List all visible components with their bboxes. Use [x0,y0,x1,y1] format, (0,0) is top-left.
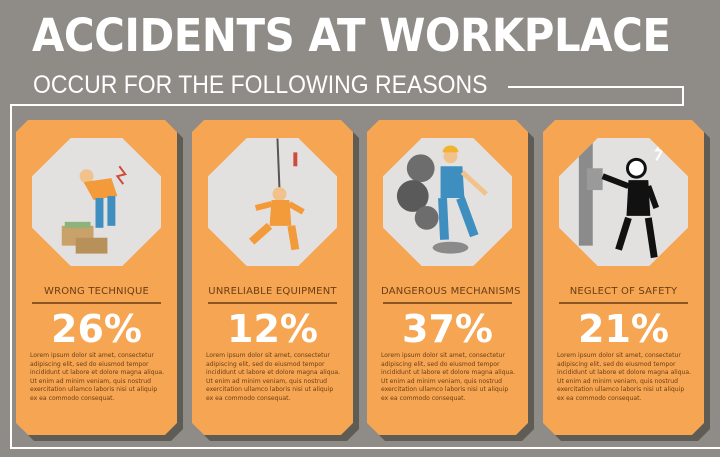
frame-line [10,104,12,449]
frame-line [508,86,684,88]
worker-gears-icon [383,138,512,266]
percentage: 12% [227,307,318,351]
divider [208,302,337,304]
card-wrong-technique: WRONG TECHNIQUE 26% Lorem ipsum dolor si… [16,120,177,435]
falling-climber-icon [208,138,337,266]
card-dangerous-mechanisms: DANGEROUS MECHANISMS 37% Lorem ipsum dol… [367,120,528,435]
card-description: Lorem ipsum dolor sit amet, consectetur … [206,352,341,402]
divider [32,302,161,304]
card-title: WRONG TECHNIQUE [44,286,149,297]
electric-shock-icon [559,138,688,266]
card-description: Lorem ipsum dolor sit amet, consectetur … [30,352,165,402]
card-title: NEGLECT OF SAFETY [569,286,678,297]
page-title: ACCIDENTS AT WORKPLACE [32,9,671,62]
card-title: DANGEROUS MECHANISMS [381,286,521,297]
card-title: UNRELIABLE EQUIPMENT [208,286,337,297]
divider [559,302,688,304]
card-description: Lorem ipsum dolor sit amet, consectetur … [381,352,516,402]
frame-line [682,86,684,106]
card-description: Lorem ipsum dolor sit amet, consectetur … [557,352,692,402]
frame-line [10,447,720,449]
card-unreliable-equipment: UNRELIABLE EQUIPMENT 12% Lorem ipsum dol… [192,120,353,435]
card-neglect-of-safety: NEGLECT OF SAFETY 21% Lorem ipsum dolor … [543,120,704,435]
frame-line [10,104,684,106]
percentage: 26% [51,307,142,351]
divider [383,302,512,304]
page-subtitle: OCCUR FOR THE FOLLOWING REASONS [33,71,488,99]
worker-lifting-boxes-icon [32,138,161,266]
percentage: 37% [402,307,493,351]
percentage: 21% [578,307,669,351]
